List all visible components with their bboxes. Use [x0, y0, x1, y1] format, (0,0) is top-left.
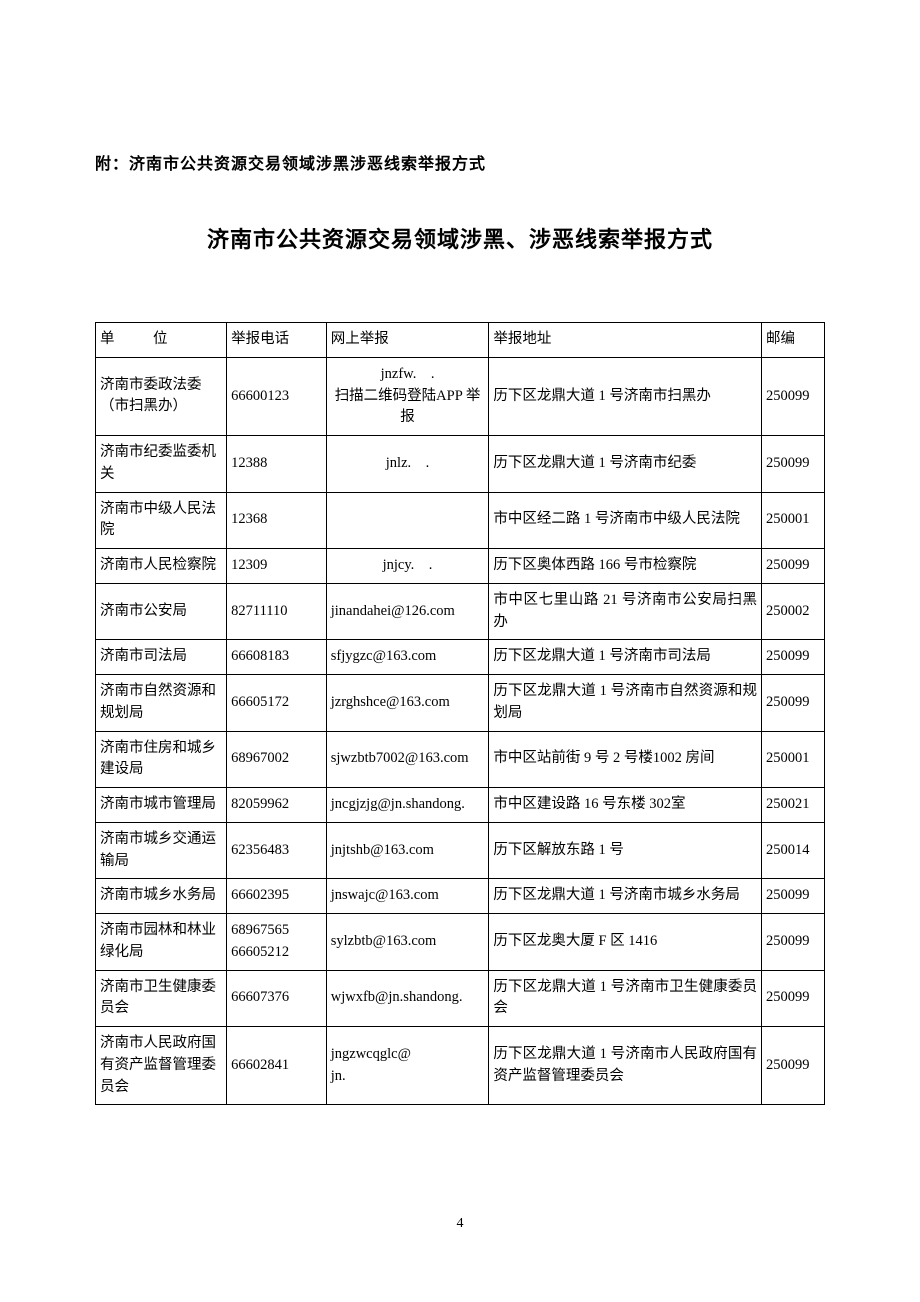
col-header-zip: 邮编 — [762, 323, 825, 358]
table-row: 济南市人民检察院12309jnjcy. .历下区奥体西路 166 号市检察院25… — [96, 549, 825, 584]
cell-address: 历下区龙鼎大道 1 号济南市司法局 — [489, 640, 762, 675]
cell-address: 历下区龙鼎大道 1 号济南市卫生健康委员会 — [489, 970, 762, 1027]
col-header-online: 网上举报 — [326, 323, 489, 358]
cell-phone: 68967565 66605212 — [227, 914, 327, 971]
cell-zip: 250099 — [762, 640, 825, 675]
table-row: 济南市城乡交通运输局62356483jnjtshb@163.com历下区解放东路… — [96, 822, 825, 879]
cell-address: 市中区站前街 9 号 2 号楼1002 房间 — [489, 731, 762, 788]
cell-address: 市中区建设路 16 号东楼 302室 — [489, 788, 762, 823]
cell-phone: 12368 — [227, 492, 327, 549]
cell-unit: 济南市城乡交通运输局 — [96, 822, 227, 879]
cell-address: 市中区经二路 1 号济南市中级人民法院 — [489, 492, 762, 549]
cell-online: jngzwcqglc@ jn. — [326, 1027, 489, 1105]
cell-phone: 66602841 — [227, 1027, 327, 1105]
cell-phone: 66607376 — [227, 970, 327, 1027]
cell-online: jnswajc@163.com — [326, 879, 489, 914]
cell-address: 市中区七里山路 21 号济南市公安局扫黑办 — [489, 583, 762, 640]
cell-phone: 12309 — [227, 549, 327, 584]
cell-zip: 250099 — [762, 549, 825, 584]
cell-zip: 250099 — [762, 970, 825, 1027]
cell-phone: 82711110 — [227, 583, 327, 640]
col-header-phone: 举报电话 — [227, 323, 327, 358]
cell-online: jnjcy. . — [326, 549, 489, 584]
cell-online: jnjtshb@163.com — [326, 822, 489, 879]
table-header-row: 单 位 举报电话 网上举报 举报地址 邮编 — [96, 323, 825, 358]
cell-phone: 62356483 — [227, 822, 327, 879]
table-body: 济南市委政法委（市扫黑办）66600123jnzfw. . 扫描二维码登陆APP… — [96, 357, 825, 1105]
table-row: 济南市城市管理局82059962jncgjzjg@jn.shandong.市中区… — [96, 788, 825, 823]
table-row: 济南市中级人民法院12368 市中区经二路 1 号济南市中级人民法院250001 — [96, 492, 825, 549]
cell-online: jinandahei@126.com — [326, 583, 489, 640]
cell-address: 历下区龙鼎大道 1 号济南市人民政府国有资产监督管理委员会 — [489, 1027, 762, 1105]
cell-zip: 250099 — [762, 1027, 825, 1105]
cell-zip: 250099 — [762, 879, 825, 914]
cell-phone: 68967002 — [227, 731, 327, 788]
cell-phone: 82059962 — [227, 788, 327, 823]
cell-address: 历下区龙鼎大道 1 号济南市城乡水务局 — [489, 879, 762, 914]
document-page: 附：济南市公共资源交易领域涉黑涉恶线索举报方式 济南市公共资源交易领域涉黑、涉恶… — [0, 0, 920, 1302]
report-methods-table: 单 位 举报电话 网上举报 举报地址 邮编 济南市委政法委（市扫黑办）66600… — [95, 322, 825, 1105]
cell-address: 历下区奥体西路 166 号市检察院 — [489, 549, 762, 584]
cell-online: wjwxfb@jn.shandong. — [326, 970, 489, 1027]
cell-unit: 济南市人民政府国有资产监督管理委员会 — [96, 1027, 227, 1105]
cell-unit: 济南市人民检察院 — [96, 549, 227, 584]
col-header-address: 举报地址 — [489, 323, 762, 358]
cell-unit: 济南市城乡水务局 — [96, 879, 227, 914]
cell-online: sjwzbtb7002@163.com — [326, 731, 489, 788]
main-title: 济南市公共资源交易领域涉黑、涉恶线索举报方式 — [95, 222, 825, 254]
cell-online — [326, 492, 489, 549]
table-row: 济南市住房和城乡建设局68967002sjwzbtb7002@163.com市中… — [96, 731, 825, 788]
table-row: 济南市卫生健康委员会66607376wjwxfb@jn.shandong.历下区… — [96, 970, 825, 1027]
table-row: 济南市人民政府国有资产监督管理委员会66602841jngzwcqglc@ jn… — [96, 1027, 825, 1105]
cell-address: 历下区龙鼎大道 1 号济南市纪委 — [489, 436, 762, 493]
cell-phone: 66600123 — [227, 357, 327, 435]
cell-unit: 济南市纪委监委机关 — [96, 436, 227, 493]
cell-zip: 250002 — [762, 583, 825, 640]
cell-unit: 济南市委政法委（市扫黑办） — [96, 357, 227, 435]
cell-address: 历下区解放东路 1 号 — [489, 822, 762, 879]
cell-phone: 12388 — [227, 436, 327, 493]
table-row: 济南市自然资源和规划局66605172jzrghshce@163.com历下区龙… — [96, 675, 825, 732]
cell-unit: 济南市住房和城乡建设局 — [96, 731, 227, 788]
cell-online: jzrghshce@163.com — [326, 675, 489, 732]
cell-unit: 济南市中级人民法院 — [96, 492, 227, 549]
cell-unit: 济南市城市管理局 — [96, 788, 227, 823]
cell-unit: 济南市公安局 — [96, 583, 227, 640]
cell-address: 历下区龙鼎大道 1 号济南市自然资源和规划局 — [489, 675, 762, 732]
cell-phone: 66608183 — [227, 640, 327, 675]
cell-address: 历下区龙奥大厦 F 区 1416 — [489, 914, 762, 971]
table-row: 济南市园林和林业绿化局68967565 66605212sylzbtb@163.… — [96, 914, 825, 971]
cell-online: jnzfw. . 扫描二维码登陆APP 举报 — [326, 357, 489, 435]
cell-unit: 济南市司法局 — [96, 640, 227, 675]
cell-online: sfjygzc@163.com — [326, 640, 489, 675]
cell-unit: 济南市自然资源和规划局 — [96, 675, 227, 732]
cell-zip: 250014 — [762, 822, 825, 879]
cell-zip: 250099 — [762, 675, 825, 732]
table-row: 济南市公安局82711110jinandahei@126.com市中区七里山路 … — [96, 583, 825, 640]
cell-online: jnlz. . — [326, 436, 489, 493]
attachment-heading: 附：济南市公共资源交易领域涉黑涉恶线索举报方式 — [95, 150, 825, 174]
cell-phone: 66602395 — [227, 879, 327, 914]
cell-unit: 济南市园林和林业绿化局 — [96, 914, 227, 971]
cell-zip: 250001 — [762, 492, 825, 549]
cell-zip: 250099 — [762, 914, 825, 971]
col-header-unit: 单 位 — [96, 323, 227, 358]
cell-zip: 250021 — [762, 788, 825, 823]
cell-zip: 250099 — [762, 436, 825, 493]
cell-online: sylzbtb@163.com — [326, 914, 489, 971]
cell-unit: 济南市卫生健康委员会 — [96, 970, 227, 1027]
cell-online: jncgjzjg@jn.shandong. — [326, 788, 489, 823]
table-row: 济南市纪委监委机关12388jnlz. .历下区龙鼎大道 1 号济南市纪委250… — [96, 436, 825, 493]
table-row: 济南市城乡水务局66602395jnswajc@163.com历下区龙鼎大道 1… — [96, 879, 825, 914]
cell-phone: 66605172 — [227, 675, 327, 732]
page-number: 4 — [0, 1216, 920, 1232]
cell-zip: 250099 — [762, 357, 825, 435]
table-row: 济南市司法局66608183sfjygzc@163.com历下区龙鼎大道 1 号… — [96, 640, 825, 675]
cell-address: 历下区龙鼎大道 1 号济南市扫黑办 — [489, 357, 762, 435]
cell-zip: 250001 — [762, 731, 825, 788]
table-row: 济南市委政法委（市扫黑办）66600123jnzfw. . 扫描二维码登陆APP… — [96, 357, 825, 435]
